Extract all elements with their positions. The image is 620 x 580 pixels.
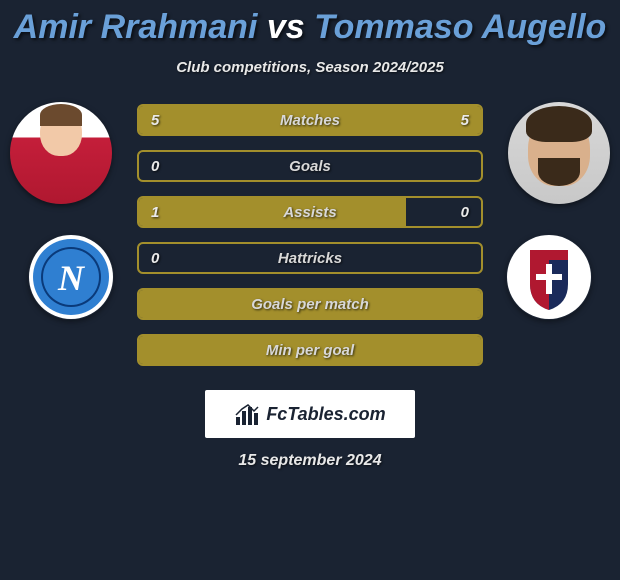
footer-logo: FcTables.com (205, 390, 415, 438)
stat-label: Assists (139, 198, 481, 226)
stat-bar-row: 55Matches (137, 104, 483, 136)
stat-bars: 55Matches 0Goals 10Assists 0Hattricks Goals … (137, 104, 483, 366)
subtitle: Club competitions, Season 2024/2025 (0, 59, 620, 76)
player1-image-placeholder (10, 102, 112, 204)
title-player1: Amir Rrahmani (14, 8, 258, 46)
stat-label: Min per goal (139, 336, 481, 364)
player1-avatar (10, 102, 112, 204)
footer-date: 15 september 2024 (0, 452, 620, 470)
stat-label: Hattricks (139, 244, 481, 272)
cagliari-badge-icon (506, 234, 592, 320)
player2-image-placeholder (508, 102, 610, 204)
stat-label: Goals per match (139, 290, 481, 318)
player2-avatar (508, 102, 610, 204)
stat-bar-row: 0Hattricks (137, 242, 483, 274)
stat-bar-row: 0Goals (137, 150, 483, 182)
svg-text:N: N (57, 258, 86, 298)
stat-bar-row: 10Assists (137, 196, 483, 228)
stat-bar-row: Min per goal (137, 334, 483, 366)
title-player2: Tommaso Augello (314, 8, 606, 46)
club2-badge (506, 234, 592, 320)
title-vs: vs (267, 8, 305, 46)
footer-logo-text: FcTables.com (266, 404, 385, 425)
page-title: Amir Rrahmani vs Tommaso Augello (0, 0, 620, 47)
stat-label: Matches (139, 106, 481, 134)
napoli-badge-icon: N (28, 234, 114, 320)
stat-bar-row: Goals per match (137, 288, 483, 320)
player2-beard (538, 158, 580, 186)
fctables-chart-icon (234, 401, 260, 427)
comparison-content: N 55Matches 0Goals 10Assists 0Hattricks Goal… (0, 104, 620, 366)
club1-badge: N (28, 234, 114, 320)
stat-label: Goals (139, 152, 481, 180)
